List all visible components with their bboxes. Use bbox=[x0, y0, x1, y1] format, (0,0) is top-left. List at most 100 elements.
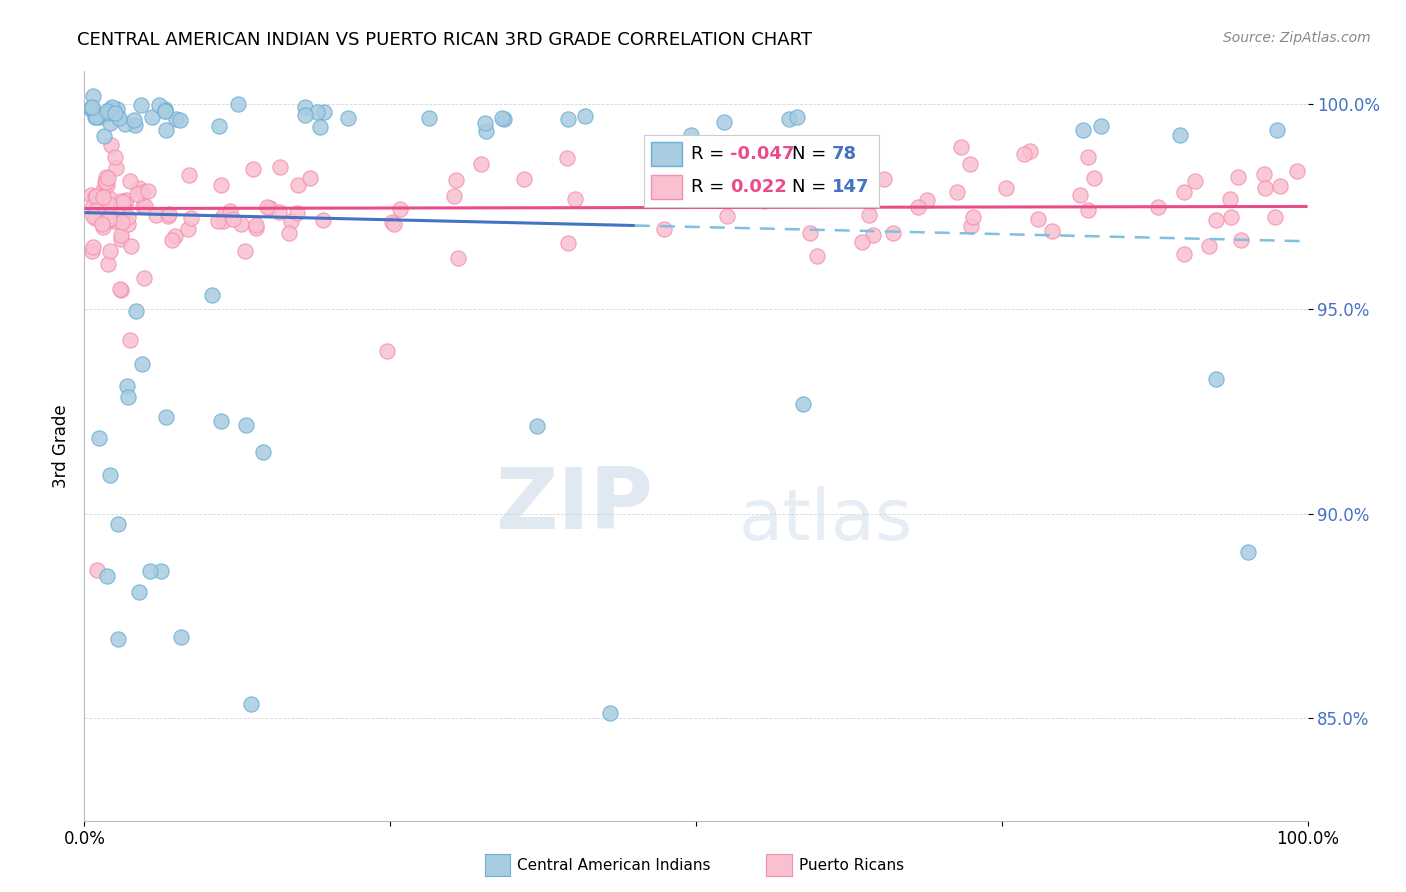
Point bbox=[443, 189, 465, 203]
Point bbox=[91, 183, 114, 197]
Point bbox=[792, 397, 814, 411]
Point bbox=[314, 105, 336, 120]
Point bbox=[94, 175, 117, 189]
Point bbox=[111, 199, 134, 213]
Point bbox=[110, 283, 132, 297]
Point bbox=[1205, 372, 1227, 386]
Point bbox=[98, 197, 121, 211]
Point bbox=[337, 112, 360, 126]
Point bbox=[153, 102, 176, 116]
Point bbox=[1069, 187, 1091, 202]
Point bbox=[526, 419, 548, 434]
Point bbox=[211, 213, 233, 227]
Point bbox=[242, 161, 264, 176]
Point bbox=[97, 191, 120, 205]
Point bbox=[1264, 210, 1286, 224]
Point bbox=[96, 569, 118, 583]
Point bbox=[162, 233, 184, 247]
Point bbox=[375, 343, 398, 358]
Point bbox=[82, 244, 104, 258]
Y-axis label: 3rd Grade: 3rd Grade bbox=[52, 404, 70, 488]
Point bbox=[721, 165, 744, 179]
Point bbox=[138, 564, 160, 578]
Text: Puerto Ricans: Puerto Ricans bbox=[799, 858, 904, 872]
Point bbox=[447, 251, 470, 265]
Point bbox=[177, 222, 200, 236]
Point bbox=[138, 184, 160, 198]
Point bbox=[98, 116, 121, 130]
Point bbox=[96, 257, 118, 271]
Point bbox=[862, 228, 884, 243]
Point bbox=[98, 212, 121, 227]
Point bbox=[946, 185, 969, 199]
Point bbox=[1077, 150, 1099, 164]
Point bbox=[80, 100, 103, 114]
Point bbox=[111, 215, 134, 229]
Point bbox=[82, 199, 104, 213]
Point bbox=[882, 226, 904, 240]
Point bbox=[98, 211, 121, 225]
Point bbox=[287, 178, 309, 193]
Point bbox=[259, 201, 281, 215]
Point bbox=[120, 174, 142, 188]
Point bbox=[950, 139, 973, 153]
Point bbox=[209, 178, 232, 192]
Point bbox=[111, 203, 134, 218]
Point bbox=[245, 221, 267, 235]
Point bbox=[131, 357, 153, 371]
Point bbox=[82, 240, 104, 254]
Point bbox=[1205, 213, 1227, 227]
Point bbox=[294, 108, 316, 122]
Point bbox=[1168, 128, 1191, 143]
Point bbox=[97, 170, 120, 185]
Point bbox=[1012, 147, 1035, 161]
Point bbox=[512, 172, 534, 186]
Point bbox=[96, 169, 118, 184]
Point bbox=[80, 188, 103, 202]
Point bbox=[157, 207, 180, 221]
Point bbox=[1184, 174, 1206, 188]
Point bbox=[125, 303, 148, 318]
Point bbox=[599, 706, 621, 720]
Point bbox=[84, 190, 107, 204]
Point bbox=[786, 188, 808, 202]
Point bbox=[177, 169, 200, 183]
Point bbox=[1071, 123, 1094, 137]
Point bbox=[84, 202, 107, 217]
Point bbox=[104, 105, 127, 120]
Point bbox=[84, 189, 107, 203]
Point bbox=[245, 218, 267, 232]
Text: -0.047: -0.047 bbox=[730, 145, 794, 163]
Point bbox=[82, 89, 104, 103]
Point bbox=[89, 202, 111, 216]
Point bbox=[87, 431, 110, 445]
Point bbox=[574, 109, 596, 123]
Point bbox=[104, 150, 127, 164]
FancyBboxPatch shape bbox=[651, 175, 682, 200]
Point bbox=[418, 111, 440, 125]
Point bbox=[962, 210, 984, 224]
Point bbox=[82, 209, 104, 223]
Point bbox=[91, 217, 114, 231]
Point bbox=[1173, 246, 1195, 260]
Point bbox=[285, 206, 308, 220]
Point bbox=[309, 120, 332, 135]
Point bbox=[114, 117, 136, 131]
Point bbox=[686, 185, 709, 199]
Point bbox=[235, 417, 257, 432]
Point bbox=[93, 219, 115, 234]
Point bbox=[93, 190, 115, 204]
Point bbox=[83, 110, 105, 124]
Point bbox=[96, 178, 118, 192]
Point bbox=[120, 334, 142, 348]
Point bbox=[153, 103, 176, 118]
Point bbox=[124, 118, 146, 132]
Point bbox=[557, 236, 579, 251]
Point bbox=[132, 271, 155, 285]
Point bbox=[652, 222, 675, 236]
Point bbox=[115, 379, 138, 393]
Point bbox=[280, 214, 302, 228]
Point bbox=[907, 200, 929, 214]
Point bbox=[1077, 202, 1099, 217]
Point bbox=[134, 199, 156, 213]
